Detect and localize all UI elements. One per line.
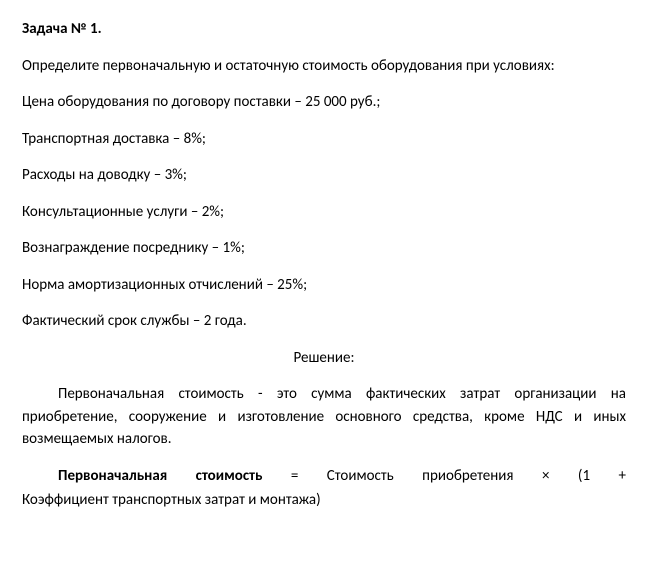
task-title: Задача № 1. [22,18,626,41]
explanation-paragraph: Первоначальная стоимость - это сумма фак… [22,383,626,451]
condition-line-4: Консультационные услуги – 2%; [22,201,626,224]
solution-heading: Решение: [22,347,626,370]
condition-line-1: Цена оборудования по договору поставки –… [22,91,626,114]
formula-line-1: Первоначальная стоимость = Стоимость при… [22,465,626,488]
condition-line-6: Норма амортизационных отчислений – 25%; [22,274,626,297]
formula-bold-term: Первоначальная стоимость [58,467,262,485]
intro-paragraph: Определите первоначальную и остаточную с… [22,55,626,78]
formula-line-2: Коэффициент транспортных затрат и монтаж… [22,489,626,512]
condition-line-2: Транспортная доставка – 8%; [22,128,626,151]
formula-rest-1: = Стоимость приобретения × (1 + [262,467,626,485]
condition-line-5: Вознаграждение посреднику – 1%; [22,237,626,260]
condition-line-3: Расходы на доводку – 3%; [22,164,626,187]
condition-line-7: Фактический срок службы – 2 года. [22,310,626,333]
